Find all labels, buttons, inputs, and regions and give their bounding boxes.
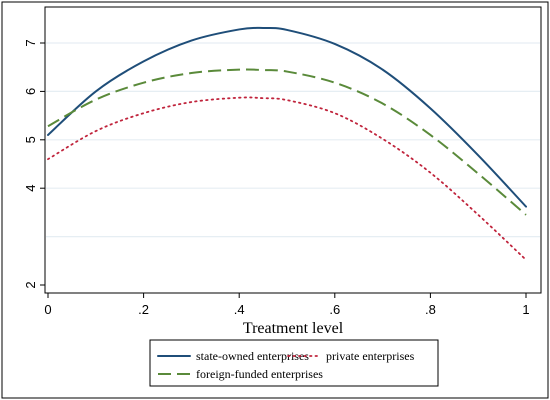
y-axis-ticks: 2 4 5 6 7: [23, 7, 46, 293]
legend-label: state-owned enterprises: [196, 349, 309, 363]
x-tick-label: 1: [522, 302, 529, 317]
y-tick-label: 4: [23, 185, 38, 192]
legend-box: [149, 339, 439, 387]
y-tick-label: 6: [23, 88, 38, 95]
x-tick-label: .8: [425, 302, 436, 317]
y-tick-label: 5: [23, 136, 38, 143]
legend-label: foreign-funded enterprises: [196, 367, 323, 381]
x-tick-label: .4: [234, 302, 245, 317]
y-tick-label: 7: [23, 39, 38, 46]
legend: state-owned enterprises private enterpris…: [157, 349, 415, 381]
gridlines: [46, 42, 540, 238]
y-tick-label: 2: [23, 281, 38, 288]
plot-area: [44, 6, 542, 294]
series-lines: [47, 26, 527, 261]
x-tick-label: .6: [329, 302, 340, 317]
series-line-1: [47, 26, 527, 208]
legend-label: private enterprises: [326, 349, 415, 363]
x-axis-label: Treatment level: [243, 320, 344, 337]
x-tick-label: .2: [138, 302, 149, 317]
series-line-3: [47, 68, 527, 216]
x-tick-label: 0: [44, 302, 51, 317]
x-axis-ticks: 0 .2 .4 .6 .8 1: [44, 292, 541, 317]
